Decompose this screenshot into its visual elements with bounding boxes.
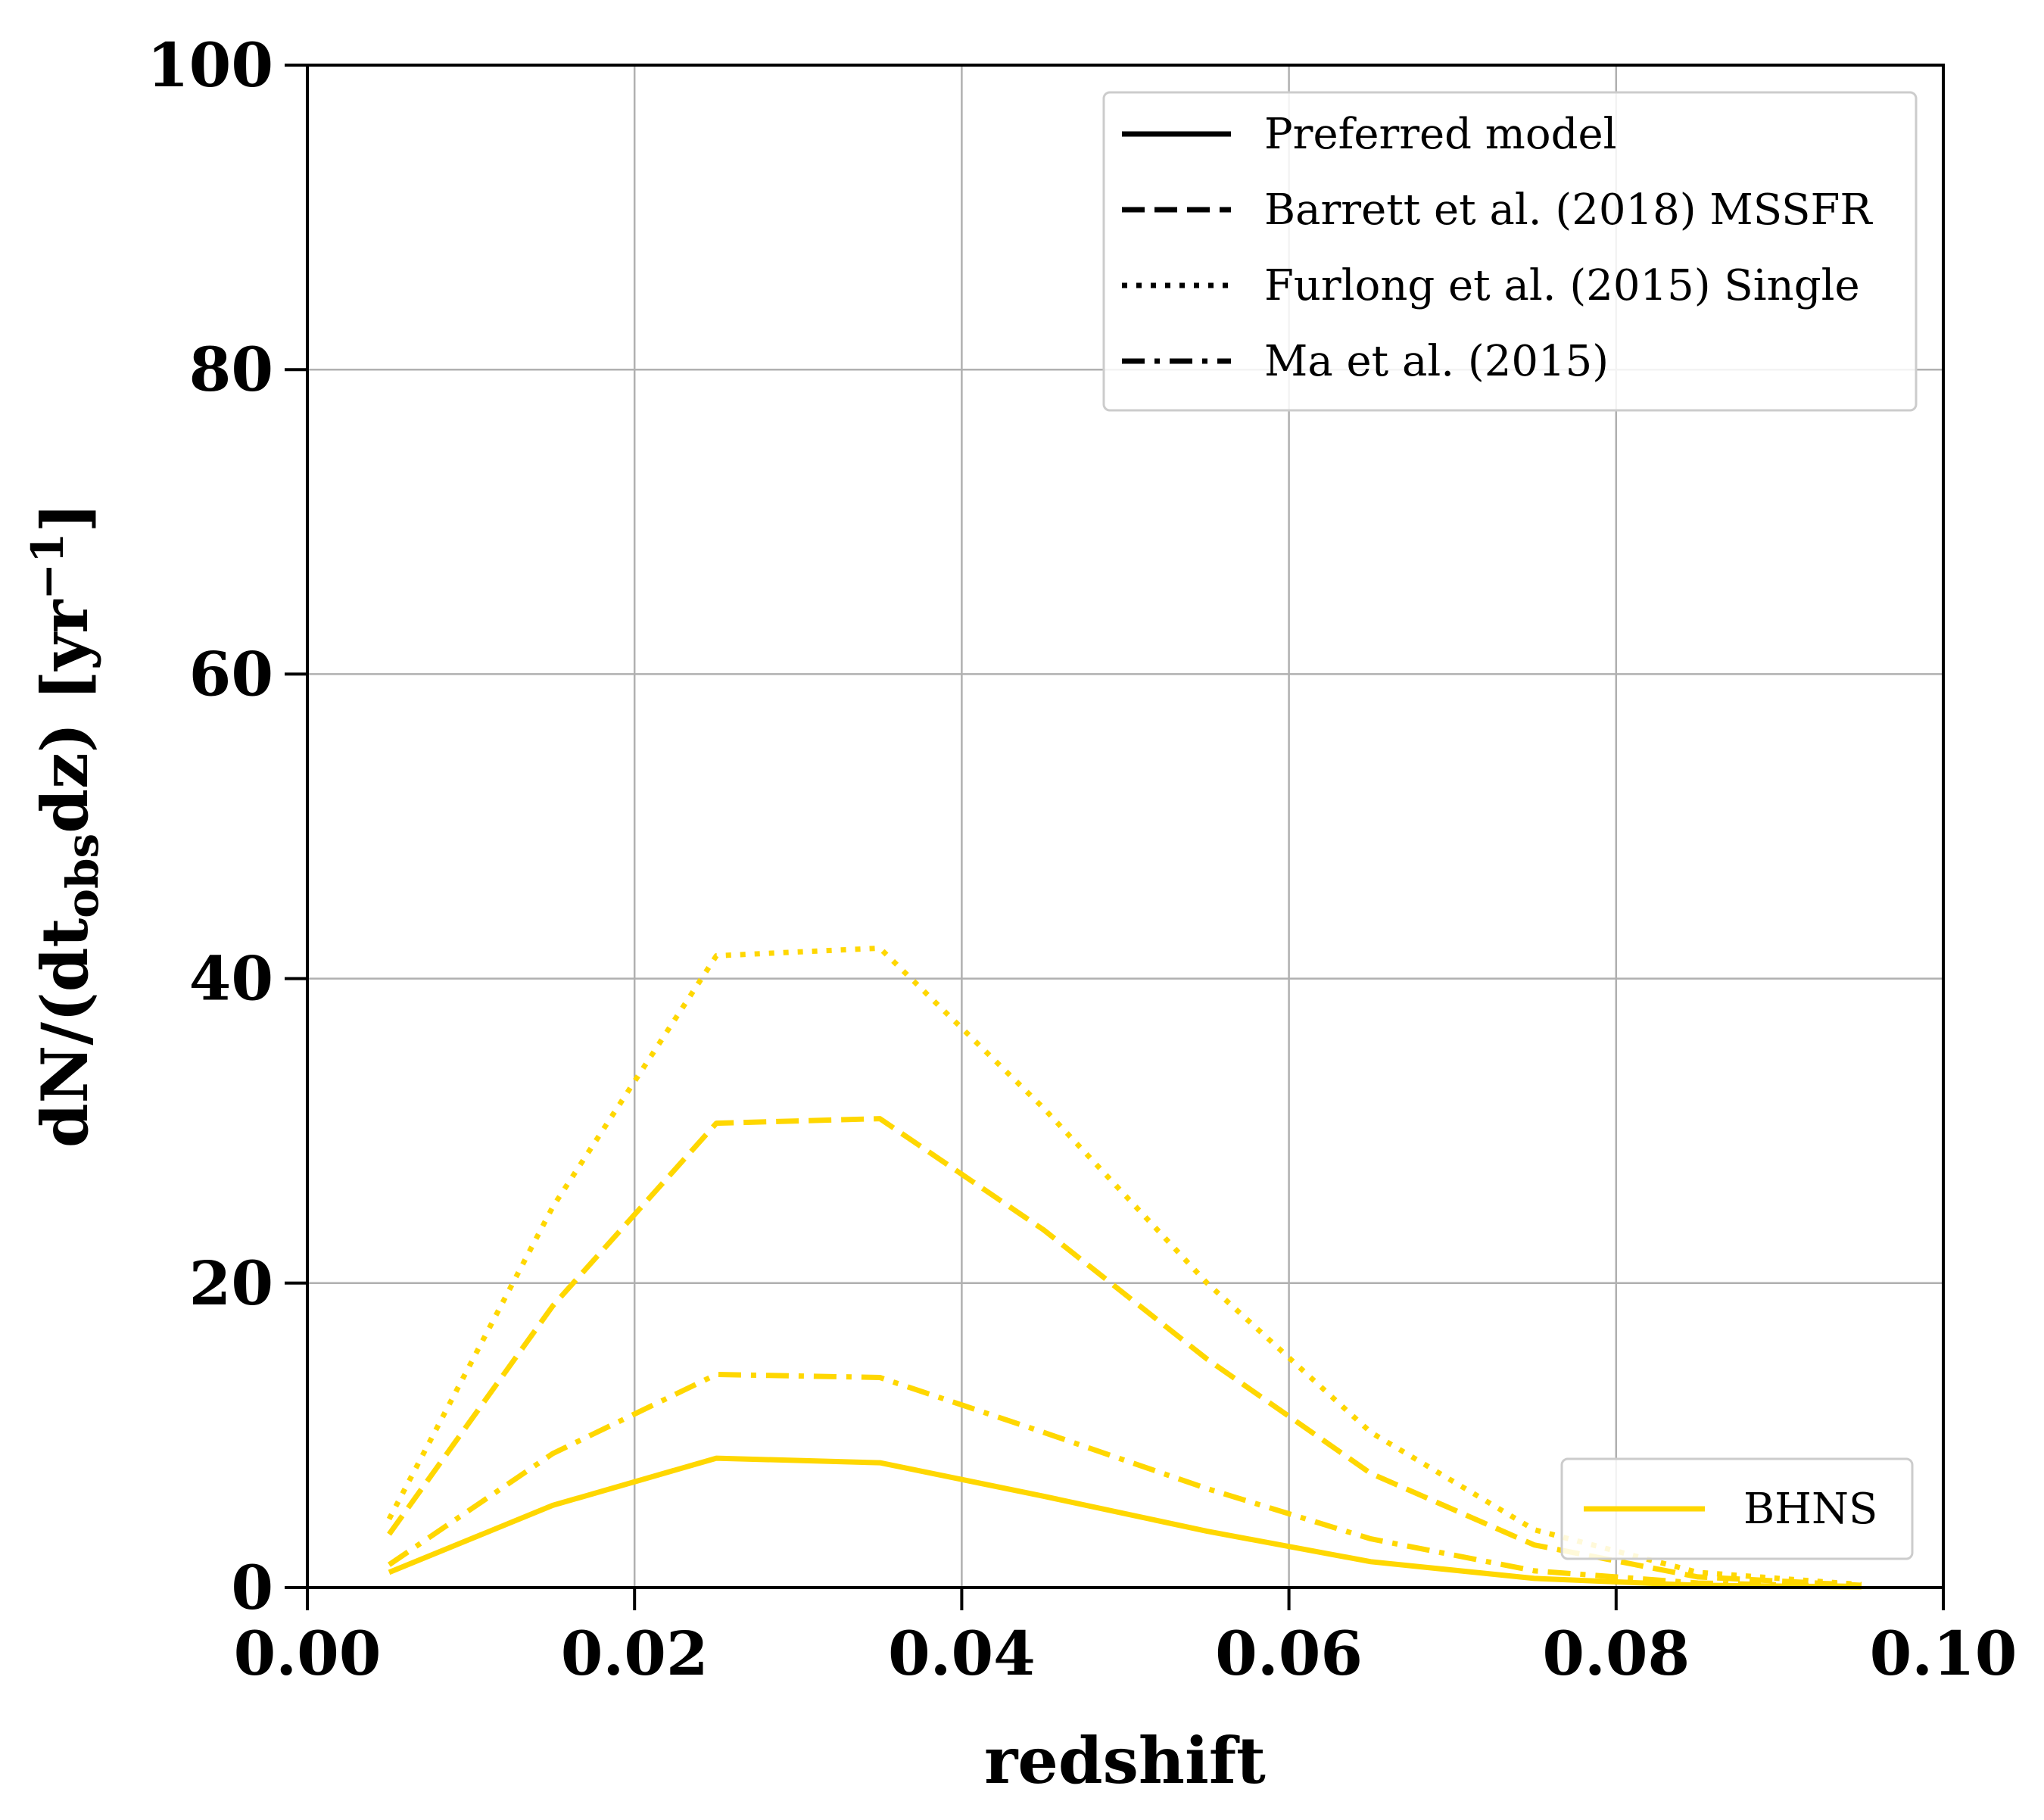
- line-style-legend: Preferred model Barrett et al. (2018) MS…: [1102, 91, 1918, 412]
- legend-item-furlong-single: Furlong et al. (2015) Single: [1264, 261, 1860, 310]
- y-axis-title-part: ]: [27, 503, 102, 533]
- y-tick-label: 20: [189, 1248, 273, 1319]
- y-tick-label: 80: [189, 334, 273, 405]
- y-axis-title-part: dN/(dt: [27, 918, 102, 1148]
- x-tick-label: 0.10: [1870, 1618, 2018, 1689]
- series-line-dashed: [387, 1116, 1862, 1588]
- x-axis-title: redshift: [984, 1723, 1266, 1798]
- x-tick-label: 0.06: [1215, 1618, 1363, 1689]
- y-tick-label: 0: [231, 1552, 273, 1623]
- legend-item-ma: Ma et al. (2015): [1264, 337, 1609, 386]
- type-legend-box: [1560, 1457, 1914, 1560]
- y-tick-label: 100: [147, 30, 273, 101]
- legend-item-barrett-mssfr: Barrett et al. (2018) MSSFR: [1264, 185, 1873, 235]
- plot-frame: [306, 64, 1945, 1589]
- y-axis-title-subscript: obs: [57, 834, 108, 918]
- series-lines: [386, 945, 1862, 1590]
- series-line-dashdot: [388, 1372, 1862, 1590]
- x-tick-label: 0.02: [561, 1618, 709, 1689]
- style-legend-box: [1102, 91, 1918, 412]
- x-tick-label: 0.04: [888, 1618, 1036, 1689]
- y-tick-label: 40: [189, 943, 273, 1014]
- legend-item-preferred-model: Preferred model: [1264, 110, 1617, 159]
- x-tick-label: 0.00: [234, 1618, 382, 1689]
- series-line-solid: [388, 1455, 1862, 1590]
- y-axis-title-superscript: −1: [22, 533, 73, 600]
- type-legend: BHNS: [1560, 1457, 1914, 1560]
- y-axis-title-part: dz) [yr: [27, 599, 102, 834]
- y-tick-label: 60: [189, 638, 273, 709]
- ticks: 0.00 0.02 0.04 0.06 0.08 0.10 0 20 40 60 80 100: [147, 30, 2017, 1689]
- legend-item-bhns: BHNS: [1743, 1485, 1877, 1534]
- x-tick-label: 0.08: [1542, 1618, 1690, 1689]
- y-axis-title: dN/(dtobsdz) [yr−1]: [22, 503, 108, 1148]
